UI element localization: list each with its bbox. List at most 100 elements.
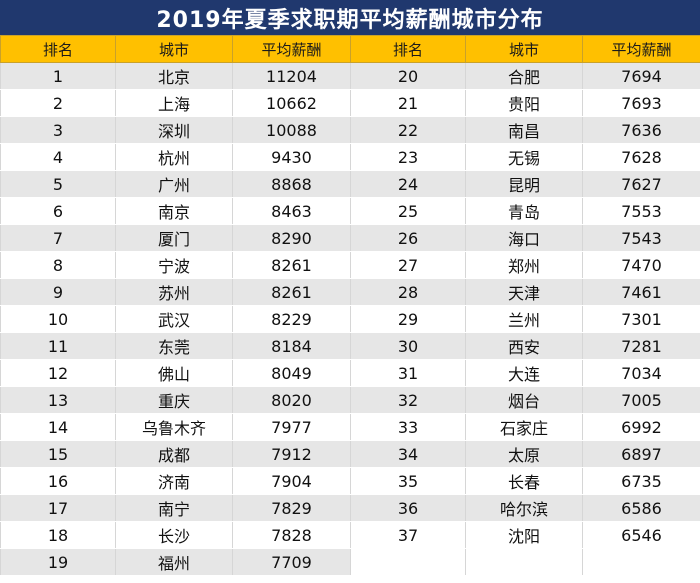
salary-cell: 7829 — [232, 494, 351, 522]
city-cell: 济南 — [115, 467, 233, 495]
city-cell: 合肥 — [465, 62, 583, 90]
table-row: 15 成都 7912 34 太原 6897 — [0, 440, 700, 468]
rank-cell: 6 — [0, 197, 116, 225]
rank-cell: 21 — [350, 89, 466, 117]
rank-cell: 15 — [0, 440, 116, 468]
salary-cell: 7005 — [582, 386, 700, 414]
table-row: 18 长沙 7828 37 沈阳 6546 — [0, 521, 700, 549]
rank-cell: 25 — [350, 197, 466, 225]
table-row: 3 深圳 10088 22 南昌 7636 — [0, 116, 700, 144]
rank-cell — [350, 548, 466, 576]
rank-cell: 35 — [350, 467, 466, 495]
header-city: 城市 — [465, 35, 583, 63]
rank-cell: 5 — [0, 170, 116, 198]
rank-cell: 4 — [0, 143, 116, 171]
salary-cell: 8049 — [232, 359, 351, 387]
salary-cell: 7553 — [582, 197, 700, 225]
table-row: 6 南京 8463 25 青岛 7553 — [0, 197, 700, 225]
table-row: 12 佛山 8049 31 大连 7034 — [0, 359, 700, 387]
salary-cell — [582, 548, 700, 576]
rank-cell: 34 — [350, 440, 466, 468]
city-cell: 杭州 — [115, 143, 233, 171]
rank-cell: 28 — [350, 278, 466, 306]
salary-cell: 7461 — [582, 278, 700, 306]
city-cell: 沈阳 — [465, 521, 583, 549]
salary-cell: 8261 — [232, 251, 351, 279]
city-cell: 无锡 — [465, 143, 583, 171]
salary-cell: 7694 — [582, 62, 700, 90]
salary-cell: 8261 — [232, 278, 351, 306]
table-row: 4 杭州 9430 23 无锡 7628 — [0, 143, 700, 171]
rank-cell: 27 — [350, 251, 466, 279]
salary-cell: 7628 — [582, 143, 700, 171]
city-cell: 福州 — [115, 548, 233, 576]
table-row: 16 济南 7904 35 长春 6735 — [0, 467, 700, 495]
salary-cell: 6897 — [582, 440, 700, 468]
city-cell: 长春 — [465, 467, 583, 495]
city-cell: 南昌 — [465, 116, 583, 144]
salary-cell: 11204 — [232, 62, 351, 90]
table-row: 7 厦门 8290 26 海口 7543 — [0, 224, 700, 252]
rank-cell: 23 — [350, 143, 466, 171]
header-city: 城市 — [115, 35, 233, 63]
city-cell: 佛山 — [115, 359, 233, 387]
table-row: 5 广州 8868 24 昆明 7627 — [0, 170, 700, 198]
city-cell: 海口 — [465, 224, 583, 252]
city-cell: 石家庄 — [465, 413, 583, 441]
rank-cell: 9 — [0, 278, 116, 306]
salary-cell: 7301 — [582, 305, 700, 333]
salary-cell: 6586 — [582, 494, 700, 522]
city-cell: 成都 — [115, 440, 233, 468]
table-row: 13 重庆 8020 32 烟台 7005 — [0, 386, 700, 414]
city-cell: 上海 — [115, 89, 233, 117]
table-row: 19 福州 7709 — [0, 548, 700, 576]
city-cell: 大连 — [465, 359, 583, 387]
salary-cell: 7034 — [582, 359, 700, 387]
city-cell: 南宁 — [115, 494, 233, 522]
header-salary: 平均薪酬 — [582, 35, 700, 63]
city-cell: 烟台 — [465, 386, 583, 414]
rank-cell: 20 — [350, 62, 466, 90]
table-row: 1 北京 11204 20 合肥 7694 — [0, 62, 700, 90]
rank-cell: 26 — [350, 224, 466, 252]
city-cell: 太原 — [465, 440, 583, 468]
page-title: 2019年夏季求职期平均薪酬城市分布 — [0, 0, 700, 35]
salary-cell: 6546 — [582, 521, 700, 549]
rank-cell: 37 — [350, 521, 466, 549]
city-cell: 哈尔滨 — [465, 494, 583, 522]
rank-cell: 12 — [0, 359, 116, 387]
table-row: 10 武汉 8229 29 兰州 7301 — [0, 305, 700, 333]
salary-cell: 7912 — [232, 440, 351, 468]
city-cell: 贵阳 — [465, 89, 583, 117]
salary-cell: 7977 — [232, 413, 351, 441]
rank-cell: 2 — [0, 89, 116, 117]
rank-cell: 1 — [0, 62, 116, 90]
city-cell — [465, 548, 583, 576]
city-cell: 东莞 — [115, 332, 233, 360]
rank-cell: 3 — [0, 116, 116, 144]
salary-cell: 8463 — [232, 197, 351, 225]
rank-cell: 8 — [0, 251, 116, 279]
rank-cell: 14 — [0, 413, 116, 441]
rank-cell: 19 — [0, 548, 116, 576]
salary-cell: 7627 — [582, 170, 700, 198]
city-cell: 青岛 — [465, 197, 583, 225]
rank-cell: 30 — [350, 332, 466, 360]
header-rank: 排名 — [0, 35, 116, 63]
rank-cell: 33 — [350, 413, 466, 441]
salary-cell: 7636 — [582, 116, 700, 144]
salary-cell: 10088 — [232, 116, 351, 144]
table-row: 14 乌鲁木齐 7977 33 石家庄 6992 — [0, 413, 700, 441]
city-cell: 昆明 — [465, 170, 583, 198]
rank-cell: 7 — [0, 224, 116, 252]
city-cell: 兰州 — [465, 305, 583, 333]
salary-cell: 8868 — [232, 170, 351, 198]
city-cell: 广州 — [115, 170, 233, 198]
rank-cell: 22 — [350, 116, 466, 144]
salary-cell: 7709 — [232, 548, 351, 576]
rank-cell: 17 — [0, 494, 116, 522]
rank-cell: 29 — [350, 305, 466, 333]
rank-cell: 32 — [350, 386, 466, 414]
salary-cell: 8184 — [232, 332, 351, 360]
